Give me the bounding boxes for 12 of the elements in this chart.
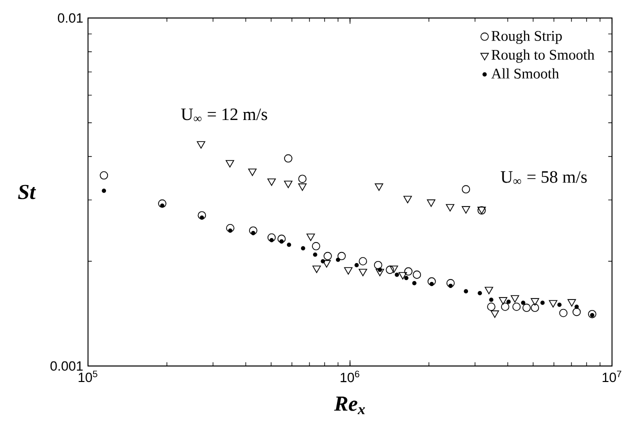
annotation: U$_{∞}$ = 58 m/s (500, 171, 587, 184)
x-tick-label: 10$^{6}$ (340, 370, 360, 382)
y-tick-label: 0.001 (50, 361, 83, 371)
legend-label: Rough Strip (492, 30, 562, 44)
y-axis-title: St (18, 184, 36, 200)
x-tick-label: 10$^{5}$ (78, 370, 98, 382)
x-axis-title: Re$_{x}$ (334, 396, 365, 414)
annotation: U$_{∞}$ = 12 m/s (181, 108, 268, 122)
x-tick-label: 10$^{7}$ (602, 370, 622, 382)
legend-label: Rough to Smooth (492, 49, 594, 63)
legend-label: All Smooth (491, 68, 559, 79)
y-tick-label: 0.01 (58, 13, 83, 23)
